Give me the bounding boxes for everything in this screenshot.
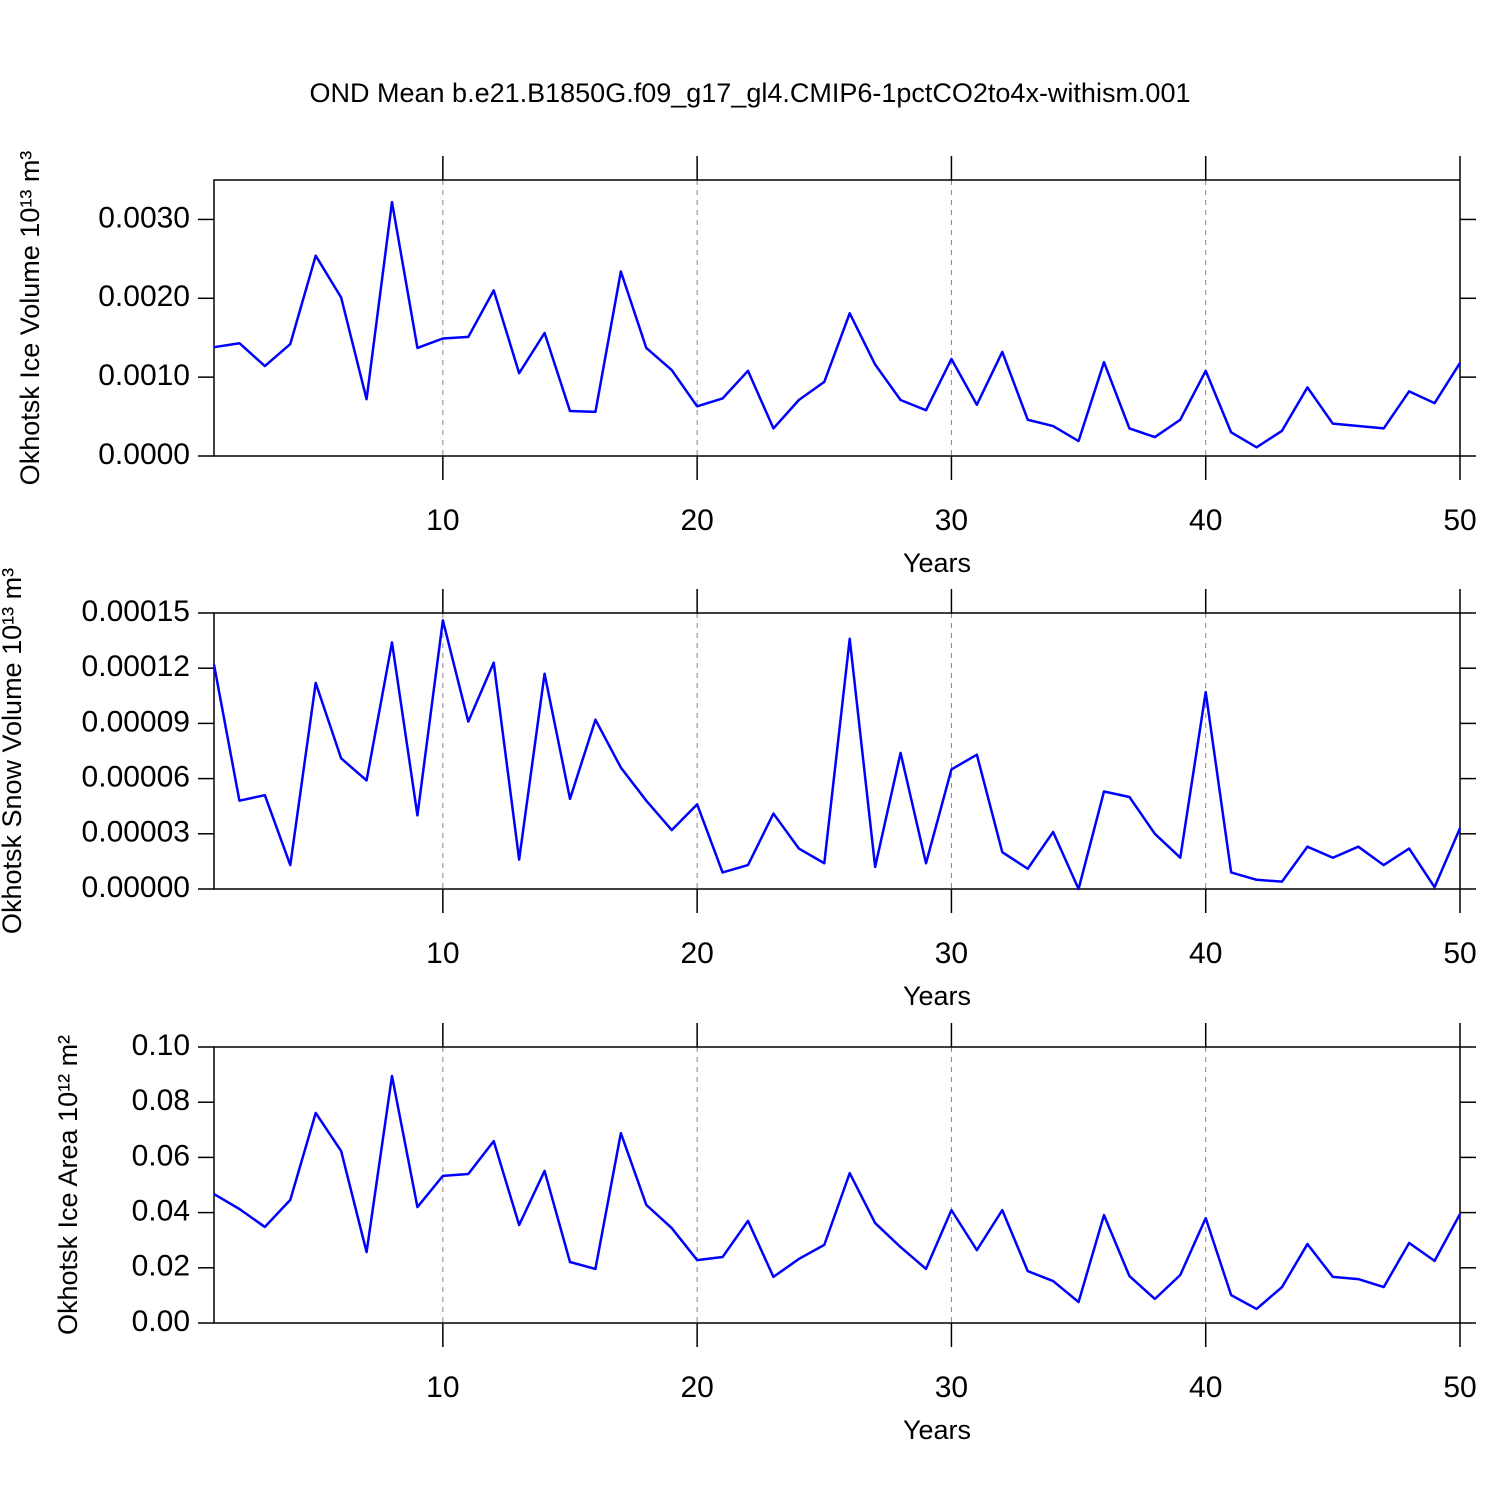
x-tick-label: 10 — [426, 1371, 459, 1404]
y-tick-label: 0.00009 — [82, 705, 190, 738]
x-tick-label: 30 — [935, 504, 968, 537]
y-axis-label: Okhotsk Snow Volume 10¹³ m³ — [0, 568, 27, 934]
y-tick-label: 0.02 — [132, 1250, 190, 1283]
x-tick-label: 10 — [426, 937, 459, 970]
x-tick-label: 20 — [680, 504, 713, 537]
y-axis-label: Okhotsk Ice Volume 10¹³ m³ — [15, 151, 45, 486]
y-tick-label: 0.06 — [132, 1139, 190, 1172]
y-tick-label: 0.0010 — [98, 359, 190, 392]
data-line — [213, 1074, 1462, 1311]
x-axis-label: Years — [903, 981, 971, 1011]
y-tick-label: 0.0020 — [98, 280, 190, 313]
x-tick-label: 30 — [935, 1371, 968, 1404]
plot-frame — [213, 612, 1461, 890]
y-tick-label: 0.00006 — [82, 761, 190, 794]
x-axis-label: Years — [903, 548, 971, 578]
y-tick-label: 0.00003 — [82, 816, 190, 849]
x-tick-label: 10 — [426, 504, 459, 537]
y-tick-label: 0.08 — [132, 1084, 190, 1117]
y-tick-label: 0.00012 — [82, 650, 190, 683]
y-tick-label: 0.0030 — [98, 201, 190, 234]
x-tick-label: 50 — [1443, 937, 1476, 970]
x-tick-label: 40 — [1189, 504, 1222, 537]
y-tick-label: 0.0000 — [98, 438, 190, 471]
y-tick-label: 0.10 — [132, 1029, 190, 1062]
x-tick-label: 50 — [1443, 1371, 1476, 1404]
data-line — [213, 200, 1462, 449]
x-tick-label: 40 — [1189, 937, 1222, 970]
y-tick-label: 0.00 — [132, 1305, 190, 1338]
x-tick-label: 50 — [1443, 504, 1476, 537]
y-tick-label: 0.00000 — [82, 871, 190, 904]
plot-frame — [213, 1046, 1461, 1324]
figure-title: OND Mean b.e21.B1850G.f09_g17_gl4.CMIP6-… — [310, 78, 1191, 108]
x-tick-label: 20 — [680, 937, 713, 970]
plot-frame — [213, 179, 1461, 457]
y-axis-label: Okhotsk Ice Area 10¹² m² — [53, 1035, 83, 1335]
x-tick-label: 30 — [935, 937, 968, 970]
x-tick-label: 20 — [680, 1371, 713, 1404]
y-tick-label: 0.00015 — [82, 595, 190, 628]
data-line — [212, 619, 1462, 891]
x-axis-label: Years — [903, 1415, 971, 1445]
x-tick-label: 40 — [1189, 1371, 1222, 1404]
y-tick-label: 0.04 — [132, 1195, 190, 1228]
